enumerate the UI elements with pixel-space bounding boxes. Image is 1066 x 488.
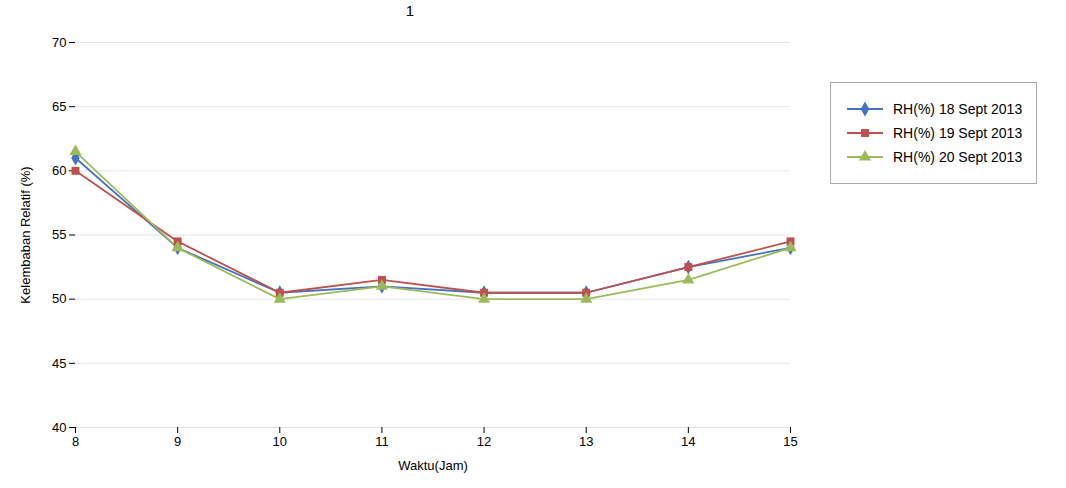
svg-text:70: 70 [52,35,66,50]
html-text:RH(%) 19 Sept 2013: RH(%) 19 Sept 2013 [893,125,1023,141]
svg-text:11: 11 [375,434,389,449]
svg-text:Kelembaban Relatif (%): Kelembaban Relatif (%) [18,166,33,303]
svg-text:65: 65 [52,99,66,114]
svg-text:60: 60 [52,163,66,178]
svg-text:15: 15 [783,434,797,449]
html-text:1: 1 [405,2,415,19]
svg-text:40: 40 [52,420,66,435]
html-text:RH(%) 18 Sept 2013: RH(%) 18 Sept 2013 [893,101,1023,117]
svg-text:9: 9 [174,434,181,449]
svg-text:8: 8 [72,434,79,449]
html-text:RH(%) 20 Sept 2013: RH(%) 20 Sept 2013 [893,149,1023,165]
svg-text:10: 10 [273,434,287,449]
svg-text:13: 13 [579,434,593,449]
svg-text:50: 50 [52,291,66,306]
svg-text:55: 55 [52,227,66,242]
svg-text:12: 12 [477,434,491,449]
svg-text:Waktu(Jam): Waktu(Jam) [398,458,468,473]
svg-text:14: 14 [681,434,695,449]
svg-text:45: 45 [52,355,66,370]
